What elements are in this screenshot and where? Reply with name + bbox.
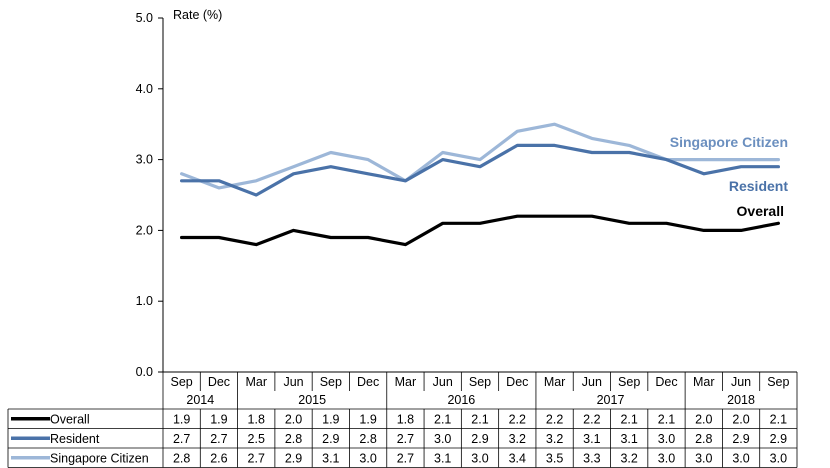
series-label-singapore-citizen: Singapore Citizen [670, 134, 788, 150]
legend-label: Overall [50, 412, 90, 426]
series-label-overall: Overall [737, 203, 784, 219]
data-label: 3.0 [359, 451, 376, 465]
y-tick-label: 0.0 [136, 365, 153, 379]
x-tick-label: Mar [544, 375, 566, 389]
y-tick-label: 5.0 [136, 11, 153, 25]
data-label: 2.2 [509, 412, 526, 426]
data-label: 2.7 [248, 451, 265, 465]
x-tick-label: Sep [469, 375, 491, 389]
y-tick-label: 4.0 [136, 82, 153, 96]
data-label: 2.8 [359, 432, 376, 446]
data-label: 2.9 [770, 432, 787, 446]
data-label: 2.1 [658, 412, 675, 426]
data-label: 3.0 [732, 451, 749, 465]
data-label: 2.9 [285, 451, 302, 465]
series-label-resident: Resident [729, 178, 788, 194]
data-label: 3.1 [322, 451, 339, 465]
data-label: 3.2 [546, 432, 563, 446]
x-tick-label: Mar [693, 375, 715, 389]
series-lines [180, 122, 781, 247]
x-tick-label: Dec [208, 375, 230, 389]
data-label: 1.8 [397, 412, 414, 426]
x-tick-label: Mar [395, 375, 417, 389]
x-tick-label: Jun [283, 375, 303, 389]
x-tick-label: Jun [582, 375, 602, 389]
data-label: 3.1 [583, 432, 600, 446]
data-label: 2.1 [620, 412, 637, 426]
x-tick-label: Jun [731, 375, 751, 389]
year-label: 2014 [186, 393, 214, 407]
data-label: 2.9 [471, 432, 488, 446]
data-table: Sep Dec Mar Jun Sep Dec Mar Jun Sep Dec Mar Jun Sep D… [7, 372, 798, 468]
y-tick-label: 3.0 [136, 153, 153, 167]
y-axis-title: Rate (%) [173, 8, 222, 22]
series-line-singapore-citizen [180, 122, 781, 190]
data-label: 3.0 [770, 451, 787, 465]
data-label: 1.8 [248, 412, 265, 426]
data-label: 3.1 [620, 432, 637, 446]
data-label: 2.8 [173, 451, 190, 465]
data-label: 3.0 [658, 451, 675, 465]
data-label: 2.8 [285, 432, 302, 446]
data-label: 3.1 [434, 451, 451, 465]
year-label: 2016 [447, 393, 475, 407]
data-label: 2.7 [397, 432, 414, 446]
x-tick-label: Mar [245, 375, 267, 389]
data-label: 3.0 [471, 451, 488, 465]
x-tick-label: Sep [767, 375, 789, 389]
data-label: 2.7 [210, 432, 227, 446]
data-label: 2.5 [248, 432, 265, 446]
data-label: 2.1 [471, 412, 488, 426]
legend-label: Resident [50, 432, 100, 446]
axes: 0.0 1.0 2.0 3.0 4.0 5.0 Rate (%) [136, 8, 797, 379]
data-label: 2.7 [173, 432, 190, 446]
x-tick-label: Sep [618, 375, 640, 389]
series-line-overall [180, 214, 781, 247]
series-labels: Singapore Citizen Resident Overall [670, 134, 789, 219]
data-label: 1.9 [210, 412, 227, 426]
y-tick-label: 1.0 [136, 294, 153, 308]
data-label: 1.9 [173, 412, 190, 426]
year-label: 2018 [727, 393, 755, 407]
data-label: 3.0 [695, 451, 712, 465]
data-label: 2.8 [695, 432, 712, 446]
data-label: 3.3 [583, 451, 600, 465]
data-label: 3.5 [546, 451, 563, 465]
data-label: 2.2 [546, 412, 563, 426]
data-label: 3.4 [509, 451, 526, 465]
x-tick-label: Dec [655, 375, 677, 389]
x-tick-label: Jun [433, 375, 453, 389]
legend-label: Singapore Citizen [50, 451, 149, 465]
data-label: 2.0 [695, 412, 712, 426]
series-line-resident [180, 143, 781, 197]
year-label: 2015 [298, 393, 326, 407]
data-label: 2.0 [732, 412, 749, 426]
data-label: 2.2 [583, 412, 600, 426]
data-label: 3.0 [658, 432, 675, 446]
x-tick-label: Dec [506, 375, 528, 389]
data-label: 2.1 [770, 412, 787, 426]
data-label: 3.0 [434, 432, 451, 446]
data-label: 2.9 [732, 432, 749, 446]
data-label: 2.7 [397, 451, 414, 465]
data-label: 1.9 [359, 412, 376, 426]
data-label: 2.6 [210, 451, 227, 465]
data-label: 2.9 [322, 432, 339, 446]
x-tick-label: Sep [171, 375, 193, 389]
data-label: 1.9 [322, 412, 339, 426]
data-label: 2.1 [434, 412, 451, 426]
x-tick-label: Sep [320, 375, 342, 389]
data-label: 2.0 [285, 412, 302, 426]
data-label: 3.2 [620, 451, 637, 465]
x-tick-label: Dec [357, 375, 379, 389]
year-label: 2017 [597, 393, 625, 407]
data-label: 3.2 [509, 432, 526, 446]
y-tick-label: 2.0 [136, 223, 153, 237]
